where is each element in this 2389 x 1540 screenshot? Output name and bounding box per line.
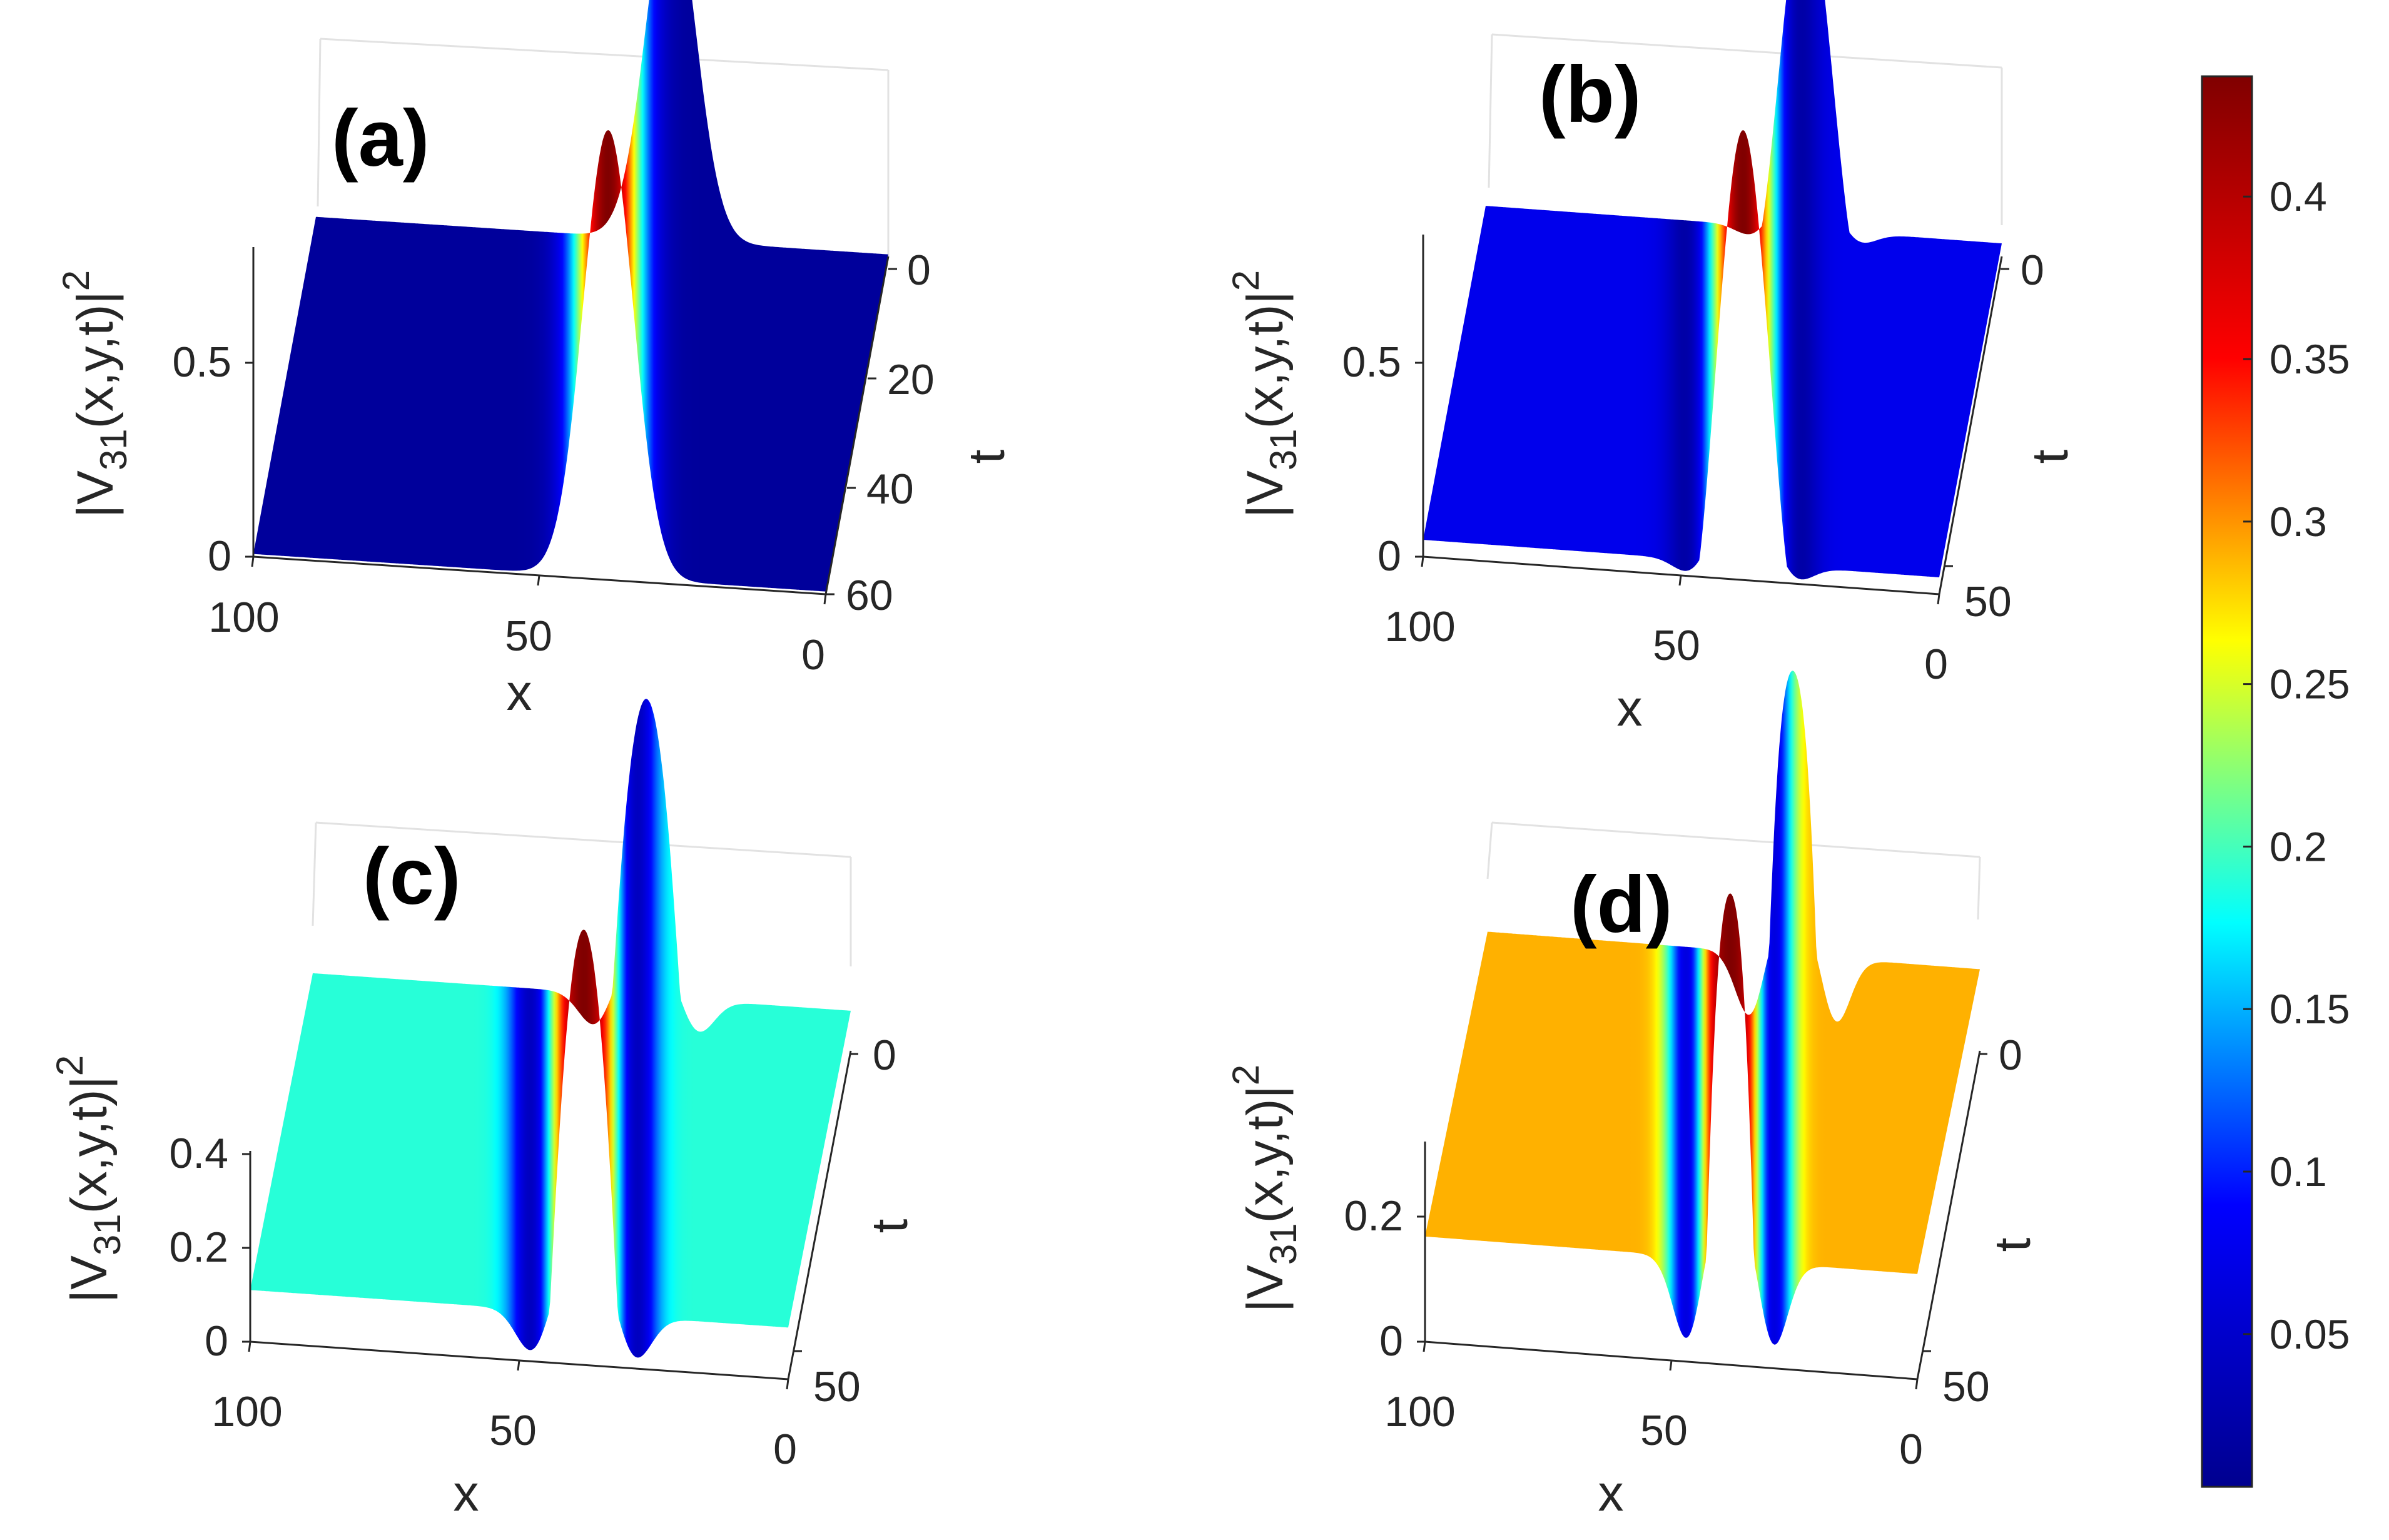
panel-c-z-tick-0: 0 xyxy=(205,1317,228,1365)
panel-a-label: (a) xyxy=(332,94,429,183)
panel-b-axes xyxy=(1415,235,2009,605)
panel-d-x-tick-2: 0 xyxy=(1899,1426,1923,1473)
panel-b-z-tick-1: 0.5 xyxy=(1342,338,1401,386)
panel-c-box xyxy=(312,821,852,966)
panel-d-z-tick-1: 0.2 xyxy=(1344,1192,1403,1240)
panel-a-zlabel: |V31(x,y,t)|2 xyxy=(55,270,134,518)
panel-c-surface xyxy=(250,699,851,1358)
panel-d-x-tick-1: 50 xyxy=(1640,1407,1688,1454)
panel-c-t-tick-1: 50 xyxy=(813,1363,861,1411)
panel-a-t-tick-3: 60 xyxy=(846,572,893,619)
panel-d-xlabel: x xyxy=(1598,1465,1624,1522)
surface-sheet-2 xyxy=(250,699,851,1358)
panel-d-x-tick-0: 100 xyxy=(1384,1388,1455,1436)
panel-c-axes xyxy=(242,1050,858,1390)
panel-a-xlabel: x xyxy=(507,664,532,721)
panel-a-x-tick-1: 50 xyxy=(505,612,552,660)
colorbar-tick-label: 0.2 xyxy=(2270,823,2327,869)
panel-b-tlabel: t xyxy=(2022,449,2079,464)
panel-a-axes xyxy=(245,247,897,605)
colorbar-ticks: 0.05 0.1 0.15 0.2 0.25 0.3 0.35 0.4 xyxy=(2243,173,2350,1357)
panel-d-t-tick-0: 0 xyxy=(1999,1031,2022,1079)
surface-sheet-0 xyxy=(253,0,888,592)
panel-c-xlabel: x xyxy=(454,1465,479,1522)
panel-b-xlabel: x xyxy=(1617,680,1643,737)
panel-d-z-tick-0: 0 xyxy=(1379,1317,1403,1365)
panel-c-x-tick-0: 100 xyxy=(211,1388,282,1436)
panel-a-x-tick-0: 100 xyxy=(208,594,279,641)
panel-d-tlabel: t xyxy=(1984,1237,2041,1252)
colorbar-tick-label: 0.15 xyxy=(2270,986,2350,1032)
panel-a-tlabel: t xyxy=(958,449,1015,464)
panel-b-surface xyxy=(1423,0,2002,580)
panel-c-label: (c) xyxy=(363,832,460,921)
panel-a-z-tick-1: 0.5 xyxy=(172,338,231,386)
panel-c-x-tick-1: 50 xyxy=(489,1407,537,1454)
colorbar: 0.05 0.1 0.15 0.2 0.25 0.3 0.35 0.4 xyxy=(2201,75,2350,1488)
panel-d-t-tick-1: 50 xyxy=(1942,1363,1990,1411)
panel-c-tlabel: t xyxy=(861,1218,918,1233)
panel-b-zlabel: |V31(x,y,t)|2 xyxy=(1225,270,1304,518)
panel-c-z-tick-1: 0.2 xyxy=(169,1223,228,1271)
colorbar-tick-label: 0.35 xyxy=(2270,336,2350,382)
panel-b-x-tick-2: 0 xyxy=(1924,641,1948,688)
panel-d: (d) 0 0.2 100 50 0 0 50 x t |V31(x,y,t)|… xyxy=(1225,671,2041,1522)
panel-b-z-tick-0: 0 xyxy=(1377,532,1401,580)
colorbar-gradient xyxy=(2201,75,2253,1488)
panel-d-label: (d) xyxy=(1570,860,1672,950)
surface-sheet-3 xyxy=(1425,671,1980,1345)
panel-c-t-tick-0: 0 xyxy=(873,1031,896,1079)
colorbar-tick-label: 0.05 xyxy=(2270,1311,2350,1357)
panel-b-t-tick-0: 0 xyxy=(2021,246,2044,294)
panel-b-label: (b) xyxy=(1539,50,1641,139)
panel-d-box xyxy=(1486,821,1981,920)
panel-c-zlabel: |V31(x,y,t)|2 xyxy=(49,1055,128,1303)
colorbar-tick-label: 0.3 xyxy=(2270,499,2327,545)
panel-a-t-tick-1: 20 xyxy=(887,356,935,403)
panel-b-x-tick-1: 50 xyxy=(1653,622,1700,669)
panel-d-zlabel: |V31(x,y,t)|2 xyxy=(1225,1065,1304,1312)
panel-b-x-tick-0: 100 xyxy=(1384,603,1455,651)
panel-b-t-tick-1: 50 xyxy=(1964,578,2012,626)
surface-sheet-1 xyxy=(1423,0,2002,580)
panel-c: (c) 0 0.2 0.4 100 50 0 0 50 x t |V31(x,y… xyxy=(49,699,918,1522)
panel-a-t-tick-2: 40 xyxy=(866,465,914,513)
colorbar-tick-label: 0.4 xyxy=(2270,173,2327,220)
panel-c-x-tick-2: 0 xyxy=(773,1426,797,1473)
panel-a-t-tick-0: 0 xyxy=(907,246,931,294)
panel-a: (a) 0 0.5 100 50 0 0 20 40 60 x t |V31(x… xyxy=(55,0,1015,721)
panel-a-box xyxy=(317,38,890,256)
panel-a-x-tick-2: 0 xyxy=(801,631,825,679)
colorbar-tick-label: 0.25 xyxy=(2270,661,2350,707)
panel-b-box xyxy=(1488,33,2003,225)
panel-a-surface xyxy=(253,0,888,592)
panel-c-z-tick-2: 0.4 xyxy=(169,1130,228,1177)
colorbar-tick-label: 0.1 xyxy=(2270,1148,2327,1195)
panel-d-axes xyxy=(1417,1050,1987,1390)
panel-d-surface xyxy=(1425,671,1980,1345)
panel-a-z-tick-0: 0 xyxy=(208,532,231,580)
panel-b: (b) 0 0.5 100 50 0 0 50 x t |V31(x,y,t)|… xyxy=(1225,0,2079,737)
